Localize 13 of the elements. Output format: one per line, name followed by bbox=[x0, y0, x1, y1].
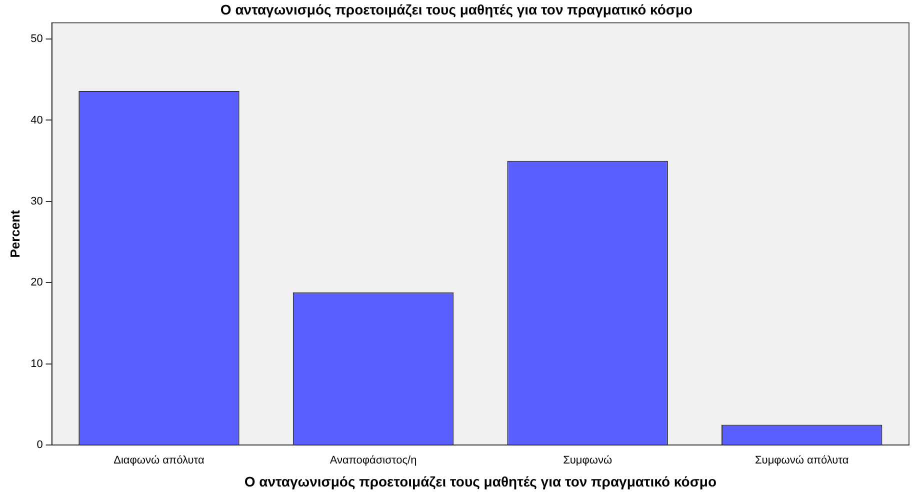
chart-title: Ο ανταγωνισμός προετοιμάζει τους μαθητές για τον πραγματικό κόσμο bbox=[220, 1, 693, 18]
y-tick-label: 20 bbox=[30, 276, 43, 289]
y-tick-label: 40 bbox=[30, 114, 43, 126]
y-tick-label: 10 bbox=[30, 358, 43, 370]
x-tick-label: Διαφωνώ απόλυτα bbox=[114, 454, 205, 467]
x-tick-label: Αναποφάσιστος/η bbox=[330, 454, 417, 467]
x-tick-label: Συμφωνώ bbox=[563, 454, 612, 467]
y-tick-label: 50 bbox=[30, 33, 43, 46]
y-axis-title: Percent bbox=[7, 209, 22, 258]
y-tick-label: 0 bbox=[36, 439, 43, 452]
x-axis-title: Ο ανταγωνισμός προετοιμάζει τους μαθητές για τον πραγματικό κόσμο bbox=[244, 473, 717, 490]
x-tick-label: Συμφωνώ απόλυτα bbox=[755, 454, 850, 467]
y-tick-label: 30 bbox=[30, 195, 43, 208]
